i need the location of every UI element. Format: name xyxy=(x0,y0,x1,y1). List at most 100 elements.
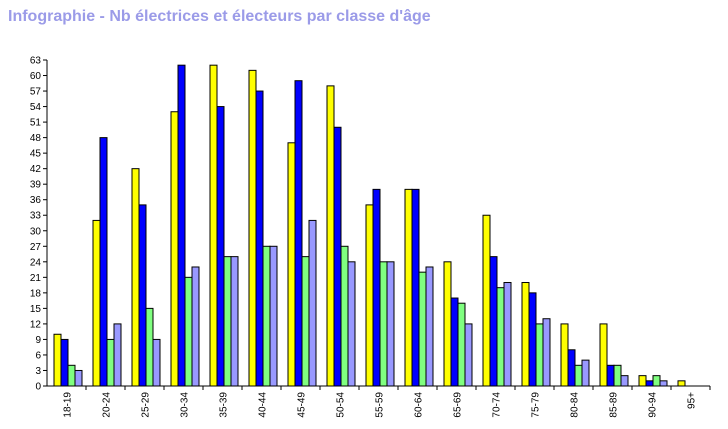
x-tick-label: 65-69 xyxy=(453,392,464,418)
bar-80-84-s3 xyxy=(574,364,583,387)
y-tick-label: 27 xyxy=(30,242,42,253)
bar-50-54-s2 xyxy=(333,126,342,387)
bar-50-54-s4 xyxy=(347,261,356,387)
bar-85-89-s3 xyxy=(613,364,622,387)
y-tick-label: 42 xyxy=(30,164,42,175)
bar-45-49-s3 xyxy=(301,256,310,387)
y-tick-label: 36 xyxy=(30,195,42,206)
bar-40-44-s1 xyxy=(248,69,257,387)
y-tick-label: 33 xyxy=(30,211,42,222)
bar-40-44-s2 xyxy=(255,90,264,387)
bar-45-49-s1 xyxy=(287,142,296,387)
bar-90-94-s3 xyxy=(652,375,661,387)
bar-70-74-s4 xyxy=(503,282,512,387)
x-tick-label: 85-89 xyxy=(609,392,620,418)
y-tick-label: 54 xyxy=(30,102,42,113)
x-axis: 18-19 20-24 25-29 30-34 35-39 40-44 45-49 50-54… xyxy=(63,386,711,418)
y-tick-label: 48 xyxy=(30,133,42,144)
bar-70-74-s2 xyxy=(489,256,498,387)
x-tick-label: 45-49 xyxy=(297,392,308,418)
y-tick-label: 9 xyxy=(35,335,41,346)
bar-30-34-s3 xyxy=(184,276,193,387)
bar-45-49-s2 xyxy=(294,80,303,387)
x-tick-label: 18-19 xyxy=(63,392,74,418)
bar-60-64-s3 xyxy=(418,271,427,387)
bar-60-64-s4 xyxy=(425,266,434,387)
bar-95+-s1 xyxy=(677,380,686,387)
bar-30-34-s4 xyxy=(191,266,200,387)
bar-70-74-s1 xyxy=(482,214,491,387)
x-tick-label: 80-84 xyxy=(570,392,581,418)
y-tick-label: 39 xyxy=(30,180,42,191)
bar-50-54-s1 xyxy=(326,85,335,387)
y-tick-label: 51 xyxy=(30,118,42,129)
bar-85-89-s4 xyxy=(620,375,629,387)
y-tick-label: 15 xyxy=(30,304,42,315)
x-tick-label: 95+ xyxy=(687,392,698,409)
bar-35-39-s3 xyxy=(223,256,232,387)
x-tick-label: 25-29 xyxy=(141,392,152,418)
x-tick-label: 20-24 xyxy=(102,392,113,418)
y-tick-label: 63 xyxy=(30,56,42,67)
y-tick-label: 6 xyxy=(35,350,41,361)
bar-60-64-s1 xyxy=(404,188,413,387)
bar-18-19-s4 xyxy=(74,369,83,387)
bar-20-24-s2 xyxy=(99,137,108,387)
bar-80-84-s2 xyxy=(567,349,576,387)
bar-20-24-s4 xyxy=(113,323,122,387)
bar-18-19-s2 xyxy=(60,338,69,387)
bar-75-79-s3 xyxy=(535,323,544,387)
bar-90-94-s2 xyxy=(645,380,654,387)
x-tick-label: 30-34 xyxy=(180,392,191,418)
bar-30-34-s2 xyxy=(177,64,186,387)
bar-65-69-s1 xyxy=(443,261,452,387)
bar-55-59-s4 xyxy=(386,261,395,387)
bar-25-29-s1 xyxy=(131,168,140,387)
y-tick-label: 57 xyxy=(30,87,42,98)
bar-35-39-s1 xyxy=(209,64,218,387)
y-tick-label: 18 xyxy=(30,288,42,299)
x-tick-label: 90-94 xyxy=(648,392,659,418)
bar-55-59-s3 xyxy=(379,261,388,387)
bar-85-89-s1 xyxy=(599,323,608,387)
bar-25-29-s4 xyxy=(152,338,161,387)
bar-18-19-s1 xyxy=(53,333,62,387)
y-tick-label: 60 xyxy=(30,71,42,82)
y-tick-label: 45 xyxy=(30,149,42,160)
bar-75-79-s1 xyxy=(521,282,530,387)
y-tick-label: 12 xyxy=(30,319,42,330)
bar-55-59-s1 xyxy=(365,204,374,387)
bar-20-24-s3 xyxy=(106,338,115,387)
chart-title: Infographie - Nb électrices et électeurs… xyxy=(8,8,431,25)
bar-30-34-s1 xyxy=(170,111,179,387)
bar-20-24-s1 xyxy=(92,219,101,387)
x-tick-label: 70-74 xyxy=(492,392,503,418)
bar-65-69-s2 xyxy=(450,297,459,387)
bar-25-29-s2 xyxy=(138,204,147,387)
bar-80-84-s4 xyxy=(581,359,590,387)
y-tick-label: 24 xyxy=(30,257,42,268)
bar-45-49-s4 xyxy=(308,219,317,387)
y-tick-label: 0 xyxy=(35,382,41,393)
x-tick-label: 35-39 xyxy=(219,392,230,418)
bars xyxy=(53,64,686,387)
bar-55-59-s2 xyxy=(372,188,381,387)
bar-65-69-s3 xyxy=(457,302,466,387)
x-tick-label: 60-64 xyxy=(414,392,425,418)
bar-70-74-s3 xyxy=(496,287,505,387)
bar-40-44-s3 xyxy=(262,245,271,387)
bar-25-29-s3 xyxy=(145,307,154,387)
x-tick-label: 50-54 xyxy=(336,392,347,418)
bar-60-64-s2 xyxy=(411,188,420,387)
x-tick-label: 55-59 xyxy=(375,392,386,418)
y-tick-label: 3 xyxy=(35,366,41,377)
y-tick-label: 30 xyxy=(30,226,42,237)
bar-80-84-s1 xyxy=(560,323,569,387)
bar-90-94-s1 xyxy=(638,375,647,387)
x-tick-label: 75-79 xyxy=(531,392,542,418)
bar-40-44-s4 xyxy=(269,245,278,387)
bar-75-79-s2 xyxy=(528,292,537,387)
bar-65-69-s4 xyxy=(464,323,473,387)
